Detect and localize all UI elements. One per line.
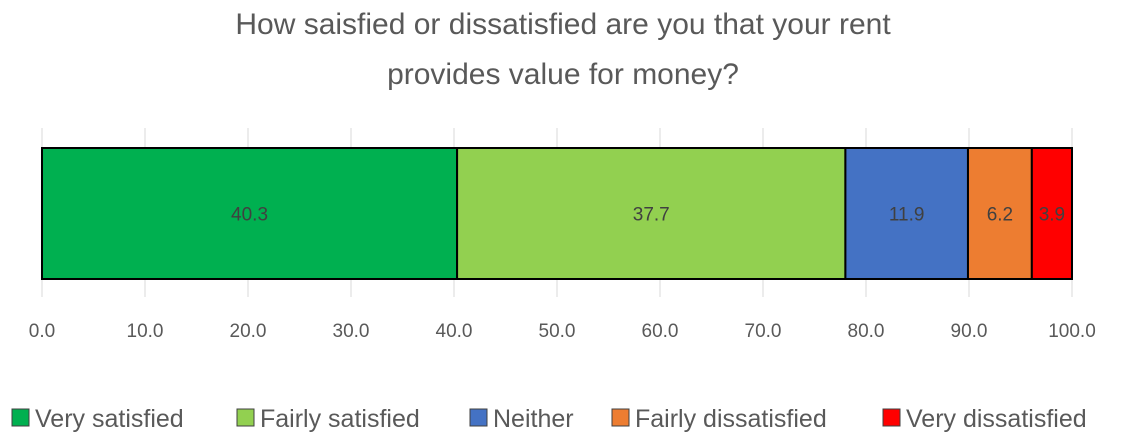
legend-label: Very dissatisfied: [906, 405, 1087, 433]
legend-label: Neither: [493, 405, 574, 433]
bar-segment: [456, 147, 847, 280]
chart-title-line-2: provides value for money?: [387, 58, 739, 91]
x-tick-label: 50.0: [539, 321, 576, 342]
x-tick-label: 30.0: [333, 321, 370, 342]
x-tick-label: 60.0: [642, 321, 679, 342]
data-label: 3.9: [1039, 205, 1065, 226]
x-tick-label: 0.0: [29, 321, 55, 342]
legend-label: Fairly satisfied: [260, 405, 420, 433]
legend-label: Fairly dissatisfied: [635, 405, 827, 433]
chart-title-line-1: How saisfied or dissatisfied are you tha…: [235, 8, 891, 41]
x-tick-label: 80.0: [848, 321, 885, 342]
bar-segment: [41, 147, 459, 280]
x-tick-label: 100.0: [1048, 321, 1096, 342]
x-tick-label: 20.0: [230, 321, 267, 342]
data-label: 6.2: [987, 205, 1013, 226]
x-tick-label: 10.0: [127, 321, 164, 342]
bar-segment: [1030, 147, 1073, 280]
x-tick-label: 70.0: [745, 321, 782, 342]
legend-swatch: [882, 408, 901, 427]
bar-segments: 40.3 37.7 11.9 6.2 3.9: [41, 147, 1073, 280]
data-label: 11.9: [889, 205, 925, 226]
data-label: 37.7: [633, 205, 670, 226]
data-label: 40.3: [231, 205, 268, 226]
legend-label: Very satisfied: [35, 405, 184, 433]
legend-swatch: [611, 408, 630, 427]
legend-swatch: [236, 408, 255, 427]
legend-swatch: [11, 408, 30, 427]
x-tick-label: 40.0: [436, 321, 473, 342]
x-tick-label: 90.0: [951, 321, 988, 342]
legend-swatch: [469, 408, 488, 427]
x-axis: 0.0 10.0 20.0 30.0 40.0 50.0 60.0 70.0 80.0 90.0 1…: [29, 321, 1096, 342]
legend: Very satisfied Fairly satisfied Neither Fai…: [11, 405, 1087, 433]
bar-segment: [966, 147, 1033, 280]
